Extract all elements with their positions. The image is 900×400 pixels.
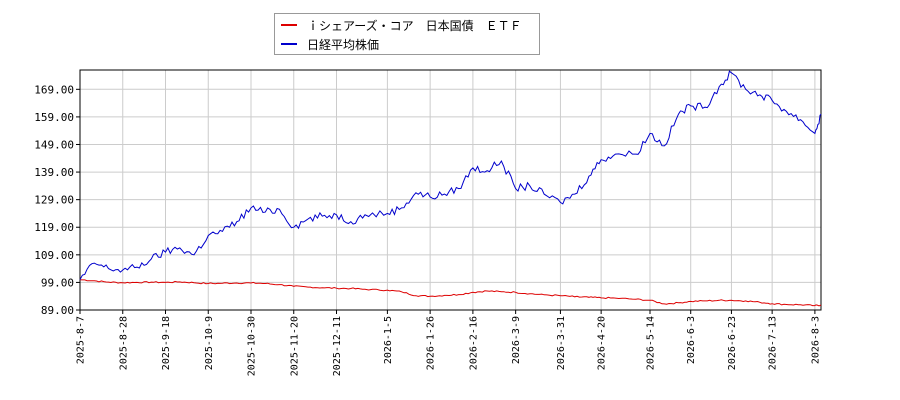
series-lines [79,70,822,307]
y-tick-label: 119.00 [34,221,74,234]
y-tick-label: 99.00 [41,276,74,289]
y-tick-label: 169.00 [34,83,74,96]
x-tick-label: 2026-1-5 [383,316,394,364]
y-tick-label: 89.00 [41,304,74,317]
x-tick-label: 2026-7-13 [768,316,779,370]
legend-entry-nikkei: 日経平均株価 [281,35,379,53]
x-tick-label: 2025-10-30 [247,316,258,376]
x-tick-label: 2026-6-3 [686,316,697,364]
x-tick-label: 2025-10-9 [204,316,215,370]
y-axis: 89.00 99.00 109.00 119.00 129.00 139.00 149.00… [34,83,80,317]
legend-label: ｉシェアーズ・コア 日本国債 ＥＴＦ [307,18,522,33]
y-tick-label: 129.00 [34,194,74,207]
x-tick-label: 2025-12-11 [332,316,343,376]
legend-entry-jgb-etf: ｉシェアーズ・コア 日本国債 ＥＴＦ [281,16,522,34]
x-tick-label: 2026-3-9 [511,316,522,364]
x-tick-label: 2026-4-20 [597,316,608,370]
grid-lines [79,70,821,311]
x-axis: 2025-8-7 2025-8-28 2025-9-18 2025-10-9 2025-… [76,310,821,376]
legend-label: 日経平均株価 [307,37,380,52]
x-tick-label: 2025-11-20 [289,316,300,376]
series-line-nikkei [79,70,822,280]
y-tick-label: 159.00 [34,111,74,124]
x-tick-label: 2026-5-14 [646,316,657,370]
legend-swatch-red [281,24,297,26]
x-tick-label: 2026-6-23 [727,316,738,370]
x-tick-label: 2025-8-7 [76,316,87,364]
legend-swatch-blue [281,43,297,45]
x-tick-label: 2026-3-31 [556,316,567,370]
y-tick-label: 149.00 [34,138,74,151]
x-tick-label: 2026-1-26 [426,316,437,370]
x-tick-label: 2025-9-18 [161,316,172,370]
x-tick-label: 2026-8-3 [810,316,821,364]
x-tick-label: 2026-2-16 [468,316,479,370]
series-line-jgb-etf [79,279,822,307]
x-tick-label: 2025-8-28 [118,316,129,370]
legend: ｉシェアーズ・コア 日本国債 ＥＴＦ 日経平均株価 [274,13,540,55]
y-tick-label: 139.00 [34,166,74,179]
y-tick-label: 109.00 [34,249,74,262]
plot-area-frame [79,69,822,311]
